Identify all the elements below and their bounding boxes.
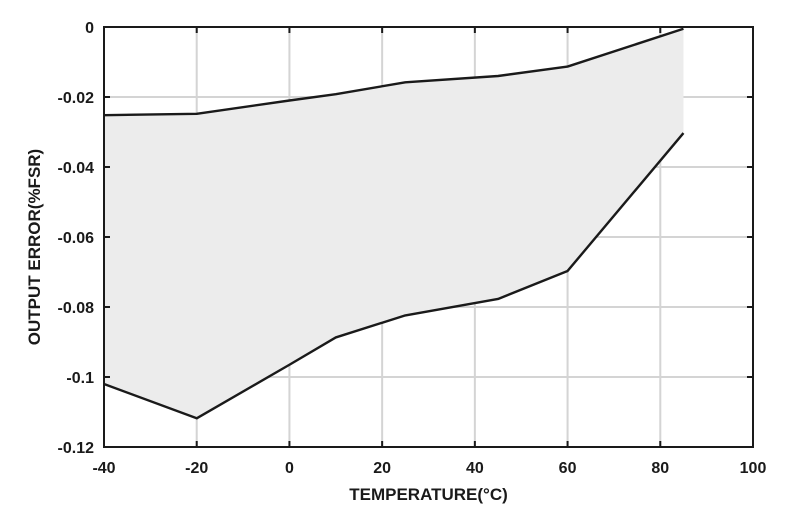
series-lines (103, 27, 685, 420)
x-tick-label: 80 (651, 460, 669, 477)
x-tick-label: -20 (185, 460, 208, 477)
band (104, 28, 684, 419)
y-tick-label: -0.1 (66, 370, 94, 387)
y-tick-label: -0.06 (58, 230, 95, 247)
y-tick-label: -0.08 (58, 300, 95, 317)
x-tick-label: 100 (740, 460, 767, 477)
upper-limit-line (103, 27, 684, 117)
y-axis-title: OUTPUT ERROR(%FSR) (25, 149, 44, 345)
axes (103, 26, 754, 448)
x-tick-label: 40 (466, 460, 484, 477)
y-tick-label: -0.04 (58, 160, 95, 177)
x-tick-label: 20 (373, 460, 391, 477)
y-tick-labels: 0 -0.02 -0.04 -0.06 -0.08 -0.1 -0.12 (58, 20, 95, 457)
x-tick-label: 0 (285, 460, 294, 477)
lower-limit-line (103, 132, 685, 420)
x-tick-labels: -40 -20 0 20 40 60 80 100 (92, 460, 766, 477)
x-tick-label: -40 (92, 460, 115, 477)
y-tick-label: -0.12 (58, 440, 95, 457)
y-tick-label: -0.02 (58, 90, 95, 107)
y-tick-label: 0 (85, 20, 94, 37)
x-tick-label: 60 (559, 460, 577, 477)
error-band (104, 28, 684, 419)
x-axis-title: TEMPERATURE(°C) (349, 485, 508, 504)
